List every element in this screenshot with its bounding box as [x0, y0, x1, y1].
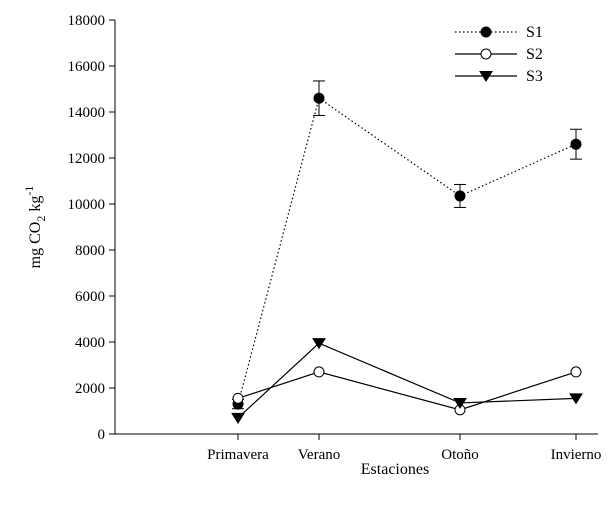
series-S1	[232, 80, 582, 410]
y-ticks: 0 2000 4000 6000 8000 10000 12000 14000 16000 180…	[68, 13, 115, 443]
point-S3-1	[312, 338, 326, 350]
y-axis-title-sub: 2	[34, 216, 48, 222]
legend-marker-S3	[479, 71, 493, 83]
x-ticks: Primavera Verano Otoño Invierno	[207, 434, 601, 463]
series-S3	[231, 338, 583, 424]
point-S2-0	[232, 392, 244, 404]
y-tick-label-8000: 8000	[75, 243, 105, 259]
legend-label-S3: S3	[526, 68, 543, 85]
y-axis-title-prefix: mg CO	[27, 222, 44, 269]
point-S2-1	[313, 366, 325, 378]
legend-label-S2: S2	[526, 46, 543, 63]
legend: S1 S2 S3	[455, 24, 543, 85]
x-tick-label-1: Verano	[298, 447, 340, 463]
y-axis-title-mid: kg	[27, 196, 44, 216]
x-tick-label-2: Otoño	[441, 447, 479, 463]
y-tick-label-18000: 18000	[68, 13, 106, 29]
x-axis-title: Estaciones	[361, 461, 429, 478]
point-S2-3	[570, 366, 582, 378]
legend-item-S3: S3	[455, 68, 543, 85]
y-tick-label-6000: 6000	[75, 289, 105, 305]
point-S3-2	[453, 397, 467, 409]
legend-item-S1: S1	[455, 24, 543, 41]
y-tick-label-14000: 14000	[68, 105, 106, 121]
y-tick-label-0: 0	[98, 427, 106, 443]
legend-marker-S2	[480, 48, 492, 60]
legend-marker-S1	[480, 26, 492, 38]
plot-area	[114, 20, 598, 435]
y-tick-label-10000: 10000	[68, 197, 106, 213]
x-tick-label-0: Primavera	[207, 447, 269, 463]
legend-item-S2: S2	[455, 46, 543, 63]
series-line-S1	[237, 97, 577, 405]
y-tick-label-16000: 16000	[68, 59, 106, 75]
point-S3-3	[569, 393, 583, 405]
point-S1-3	[570, 138, 582, 150]
series-S2	[232, 366, 582, 416]
series-line-S3	[237, 342, 577, 419]
y-axis-title: mg CO2 kg-1	[22, 186, 48, 269]
y-tick-label-2000: 2000	[75, 381, 105, 397]
series-layer	[231, 80, 583, 424]
legend-label-S1: S1	[526, 24, 543, 41]
point-S1-2	[454, 190, 466, 202]
y-tick-label-4000: 4000	[75, 335, 105, 351]
point-S3-0	[231, 412, 245, 424]
y-tick-label-12000: 12000	[68, 151, 106, 167]
x-tick-label-3: Invierno	[551, 447, 602, 463]
point-S1-1	[313, 92, 325, 104]
y-axis-title-sup: -1	[22, 186, 36, 196]
series-line-S2	[237, 371, 577, 411]
